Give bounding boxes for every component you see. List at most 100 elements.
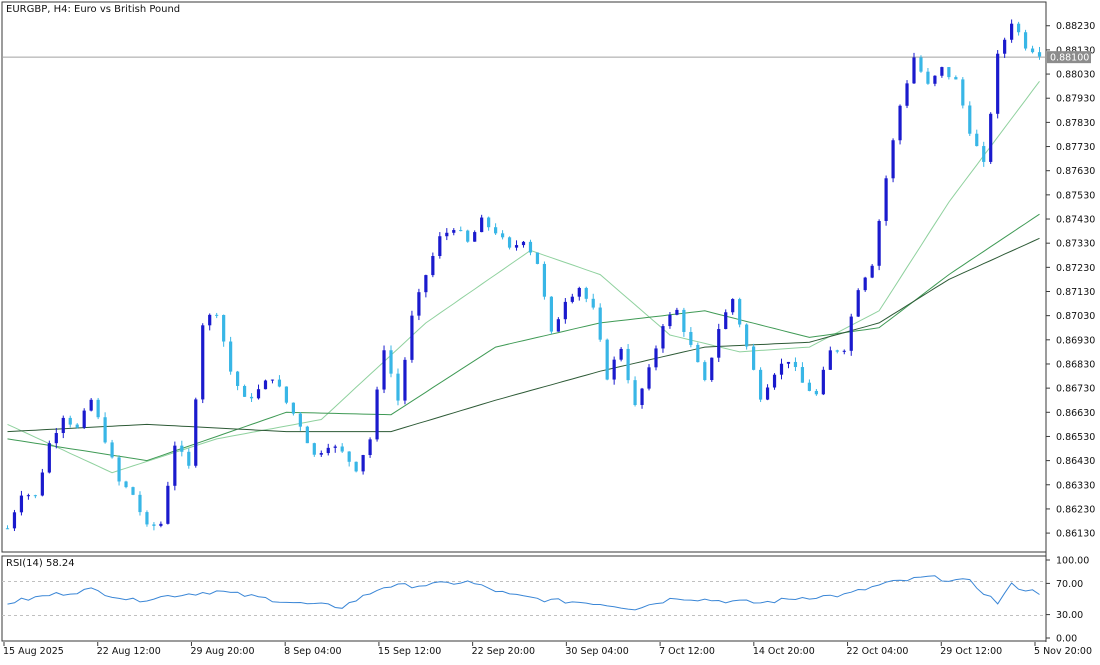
moving-averages	[7, 80, 1040, 474]
candle-body	[494, 227, 498, 234]
price-tick-label: 0.87630	[1056, 166, 1095, 177]
time-tick-label: 22 Oct 04:00	[847, 646, 909, 657]
candle-body	[626, 348, 630, 381]
candle-body	[410, 315, 414, 360]
candle-body	[270, 379, 275, 381]
candle-body	[835, 350, 839, 352]
candle-body	[765, 387, 770, 400]
price-tick-label: 0.87230	[1056, 263, 1095, 274]
price-tick-label: 0.86430	[1056, 456, 1095, 467]
candle-body	[598, 307, 602, 340]
candle-body	[298, 413, 302, 427]
candle-body	[215, 314, 219, 316]
candle-body	[312, 443, 316, 455]
candle-body	[528, 241, 533, 253]
candle-body	[891, 140, 895, 179]
candle-body	[870, 265, 874, 278]
price-tick-label: 0.86730	[1056, 384, 1095, 395]
candle-body	[417, 292, 421, 316]
price-tick-label: 0.87730	[1056, 142, 1095, 153]
candle-body	[940, 67, 944, 76]
candle-body	[542, 263, 547, 297]
candle-body	[256, 389, 261, 399]
candle-body	[68, 417, 72, 425]
candle-body	[745, 324, 749, 347]
candle-body	[452, 230, 456, 233]
candle-body	[117, 457, 121, 482]
chart-title: EURGBP, H4: Euro vs British Pound	[6, 4, 180, 15]
time-tick-label: 5 Nov 20:00	[1034, 646, 1092, 657]
candle-body	[731, 299, 735, 313]
candle-body	[682, 309, 686, 332]
candle-body	[563, 301, 567, 320]
time-tick-label: 15 Aug 2025	[3, 646, 64, 657]
candle-body	[514, 245, 519, 248]
candle-body	[947, 67, 951, 78]
candle-body	[26, 495, 31, 497]
candle-body	[187, 451, 191, 466]
candle-body	[772, 374, 777, 388]
candle-body	[856, 290, 860, 317]
rsi-tick-label: 70.00	[1056, 579, 1083, 590]
candle-body	[954, 77, 958, 80]
candle-body	[473, 232, 477, 242]
rsi-line	[7, 575, 1040, 611]
candle-body	[717, 329, 721, 358]
price-tick-label: 0.86130	[1056, 529, 1095, 540]
time-tick-label: 22 Aug 12:00	[97, 646, 161, 657]
time-tick-label: 14 Oct 20:00	[753, 646, 815, 657]
current-price-label: 0.88100	[1050, 53, 1089, 64]
candle-body	[926, 71, 930, 84]
price-pane[interactable]	[1, 1, 1047, 553]
candle-body	[480, 217, 484, 233]
price-tick-label: 0.88230	[1056, 21, 1095, 32]
candle-body	[159, 523, 163, 526]
price-tick-label: 0.88130	[1056, 45, 1095, 56]
candle-body	[47, 443, 51, 473]
candle-body	[333, 446, 337, 448]
candle-body	[500, 233, 505, 238]
candle-body	[229, 341, 233, 372]
rsi-pane[interactable]	[1, 555, 1047, 642]
candle-body	[340, 446, 344, 452]
price-tick-label: 0.86930	[1056, 335, 1095, 346]
candle-body	[138, 494, 142, 513]
candle-body	[570, 296, 574, 302]
candle-body	[438, 236, 442, 257]
price-tick-label: 0.87330	[1056, 239, 1095, 250]
candle-body	[284, 386, 289, 403]
candle-body	[166, 485, 170, 524]
candle-body	[180, 445, 184, 452]
candle-body	[800, 367, 805, 383]
rsi-label: RSI(14) 58.24	[6, 558, 75, 569]
candle-body	[898, 105, 902, 141]
candle-body	[368, 439, 372, 456]
candle-body	[208, 314, 212, 326]
candle-body	[424, 275, 428, 293]
candle-body	[507, 237, 512, 248]
candle-body	[242, 385, 247, 397]
candle-body	[752, 346, 756, 370]
candle-body	[82, 410, 86, 428]
time-tick-label: 15 Sep 12:00	[378, 646, 441, 657]
candle-body	[326, 447, 330, 454]
rsi-tick-label: 30.00	[1056, 610, 1083, 621]
candle-body	[1003, 39, 1007, 54]
candle-body	[675, 309, 679, 315]
candle-body	[961, 79, 965, 106]
candle-body	[5, 528, 10, 530]
candle-body	[319, 453, 323, 455]
candle-body	[884, 178, 888, 221]
candlesticks	[5, 19, 1042, 532]
price-tick-label: 0.87830	[1056, 118, 1095, 129]
candle-body	[710, 357, 714, 381]
candle-body	[249, 396, 254, 399]
candle-body	[1016, 23, 1021, 33]
candle-body	[807, 382, 811, 391]
candle-body	[1010, 23, 1014, 40]
candle-body	[912, 57, 916, 84]
candle-body	[591, 298, 595, 308]
candle-body	[277, 379, 282, 387]
